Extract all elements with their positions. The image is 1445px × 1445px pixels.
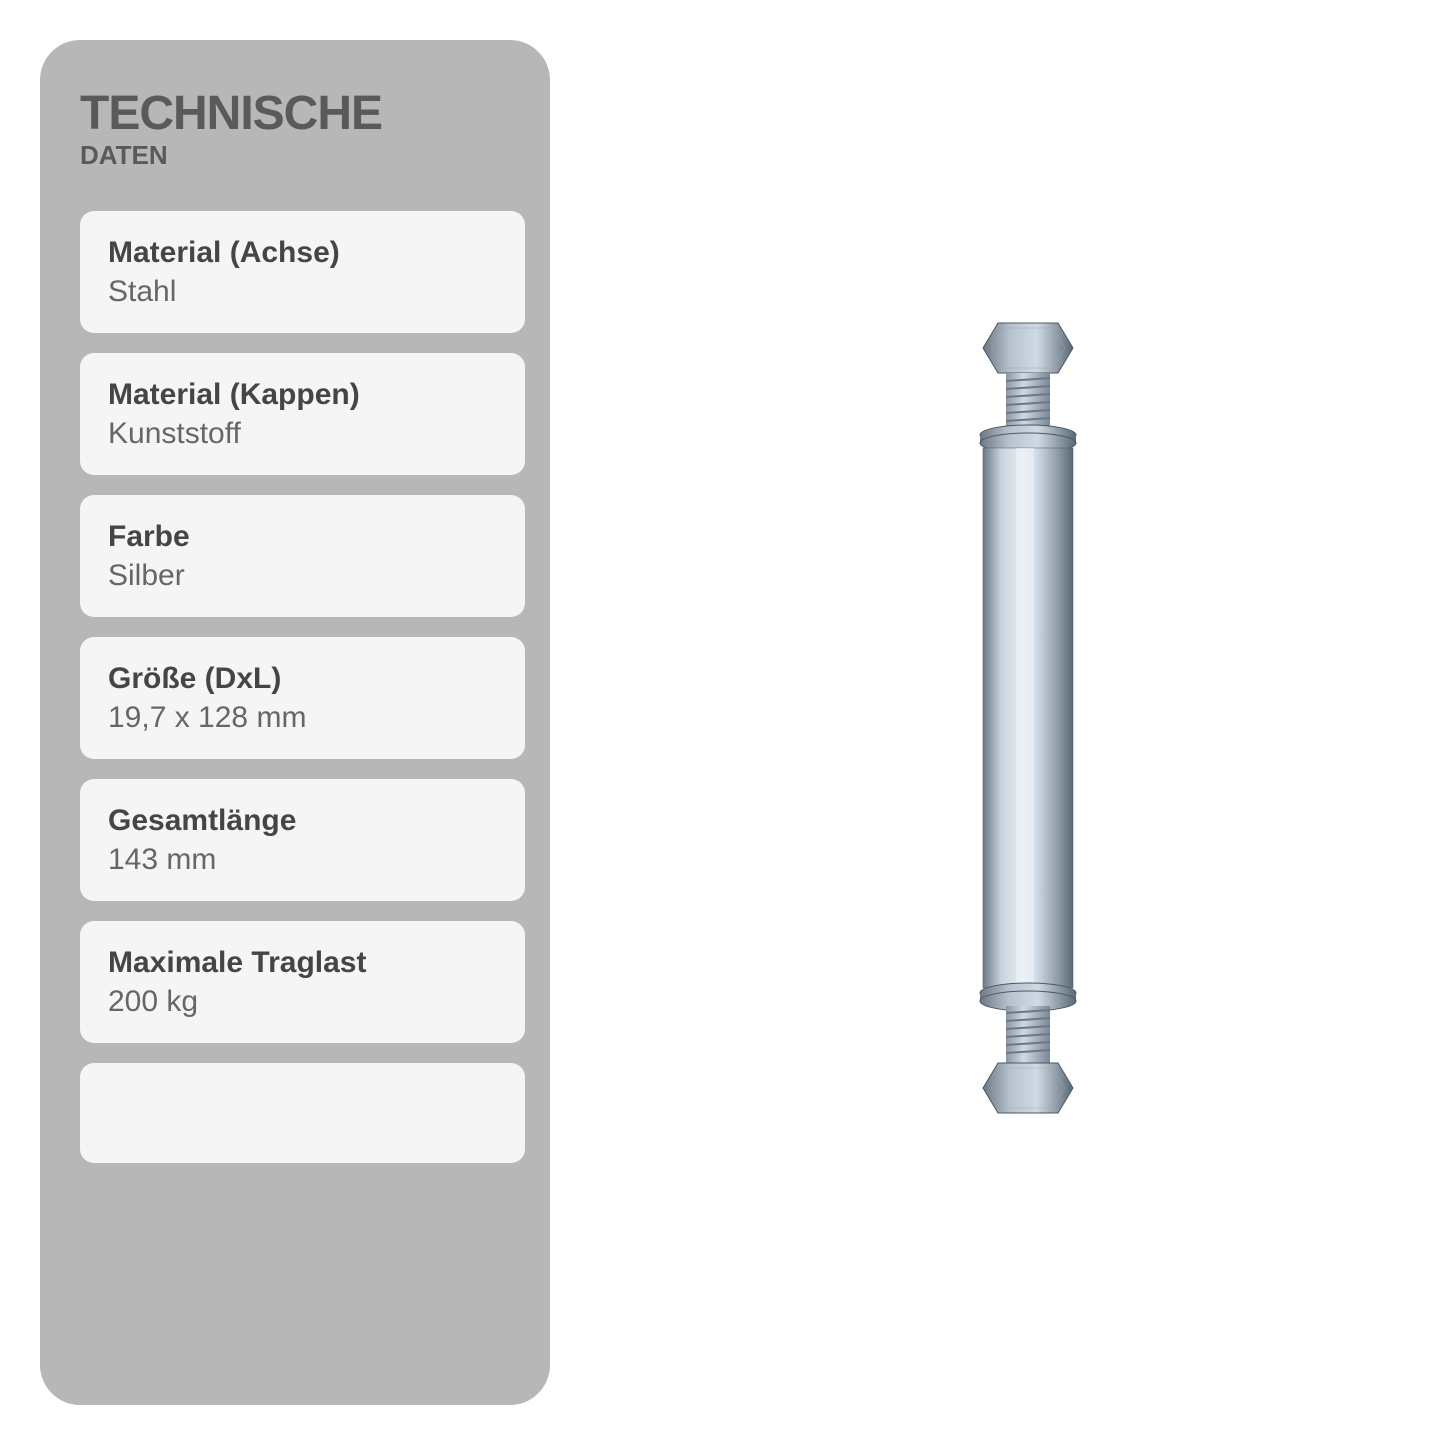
- product-bolt-image: [888, 313, 1168, 1133]
- spec-row: [80, 1063, 525, 1163]
- spec-row: Größe (DxL)19,7 x 128 mm: [80, 637, 525, 759]
- spec-label: Gesamtlänge: [108, 801, 497, 840]
- spec-label: Material (Kappen): [108, 375, 497, 414]
- specs-container: Material (Achse)Stahl Material (Kappen)Ku…: [80, 211, 525, 1183]
- spec-panel: TECHNISCHE DATEN Material (Achse)StahlMa…: [40, 40, 550, 1405]
- main-container: TECHNISCHE DATEN Material (Achse)StahlMa…: [0, 0, 1445, 1445]
- spec-value: Silber: [108, 556, 497, 595]
- spec-row: Maximale Traglast200 kg: [80, 921, 525, 1043]
- title-main: TECHNISCHE: [80, 90, 525, 138]
- spec-label: Material (Achse): [108, 233, 497, 272]
- spec-row: Material (Kappen)Kunststoff: [80, 353, 525, 475]
- spec-label: Größe (DxL): [108, 659, 497, 698]
- spec-value: 19,7 x 128 mm: [108, 698, 497, 737]
- title-section: TECHNISCHE DATEN: [80, 90, 525, 171]
- spec-value: 143 mm: [108, 840, 497, 879]
- title-sub: DATEN: [80, 140, 525, 171]
- spec-value: Stahl: [108, 272, 497, 311]
- spec-row: Material (Achse)Stahl: [80, 211, 525, 333]
- spec-label: Maximale Traglast: [108, 943, 497, 982]
- spec-value: Kunststoff: [108, 414, 497, 453]
- spec-value: 200 kg: [108, 982, 497, 1021]
- spec-label: Farbe: [108, 517, 497, 556]
- spec-row: Gesamtlänge143 mm: [80, 779, 525, 901]
- product-image-section: [550, 40, 1405, 1405]
- spec-row: FarbeSilber: [80, 495, 525, 617]
